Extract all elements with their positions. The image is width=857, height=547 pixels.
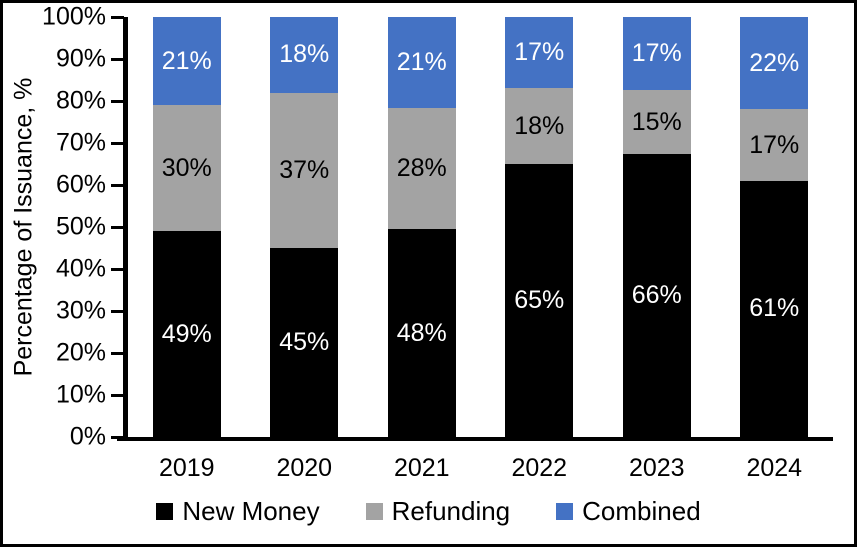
bar-2020: 18% 37% 45%: [270, 17, 339, 437]
y-axis-tick-mark: [111, 393, 124, 397]
y-axis-tick-label: 20%: [55, 338, 106, 367]
x-axis-label-2019: 2019: [158, 454, 215, 482]
y-axis-line: [123, 17, 128, 441]
data-label: 49%: [161, 319, 212, 348]
bar-segment-combined-2019: 21%: [152, 17, 221, 106]
x-axis-label-2020: 2020: [276, 454, 333, 482]
y-axis-tick-label: 60%: [55, 170, 106, 199]
y-axis-tick-label: 0%: [69, 422, 106, 451]
bar-segment-combined-2023: 17%: [622, 17, 691, 90]
y-axis-tick-label: 50%: [55, 212, 106, 241]
data-label: 18%: [514, 111, 565, 140]
legend-swatch-combined: [556, 502, 574, 520]
y-axis-tick-label: 80%: [55, 86, 106, 115]
y-axis-tick-label: 100%: [42, 2, 106, 31]
bar-segment-combined-2024: 22%: [740, 17, 809, 110]
y-axis-tick-label: 10%: [55, 380, 106, 409]
bar-slot-2024: 22% 17% 61%: [716, 17, 834, 437]
bar-segment-combined-2022: 17%: [505, 17, 574, 89]
bar-segment-refunding-2021: 28%: [387, 107, 456, 230]
bar-segment-refunding-2023: 15%: [622, 89, 691, 155]
data-label: 61%: [749, 294, 800, 323]
bar-slot-2021: 21% 28% 48%: [363, 17, 481, 437]
data-label: 15%: [631, 107, 682, 136]
x-axis-label-2024: 2024: [746, 454, 803, 482]
x-axis-label-2023: 2023: [628, 454, 685, 482]
bar-segment-new-money-2024: 61%: [740, 180, 809, 437]
bar-slot-2020: 18% 37% 45%: [246, 17, 364, 437]
legend-label-new-money: New Money: [182, 495, 320, 526]
data-label: 48%: [396, 318, 447, 347]
x-axis-labels: 2019 2020 2021 2022 2023 2024: [128, 454, 833, 483]
data-label: 17%: [514, 38, 565, 67]
y-axis-tick-mark: [111, 309, 124, 313]
bar-segment-new-money-2020: 45%: [270, 248, 339, 437]
bar-2023: 17% 15% 66%: [622, 17, 691, 437]
bar-2021: 21% 28% 48%: [387, 17, 456, 437]
data-label: 18%: [279, 40, 330, 69]
bar-segment-new-money-2023: 66%: [622, 154, 691, 437]
data-label: 28%: [396, 154, 447, 183]
y-axis-tick-mark: [111, 435, 124, 439]
legend-label-combined: Combined: [582, 495, 701, 526]
data-label: 17%: [631, 38, 682, 67]
bar-slot-2022: 17% 18% 65%: [481, 17, 599, 437]
y-axis-tick-mark: [111, 225, 124, 229]
y-axis-tick-mark: [111, 57, 124, 61]
data-label: 37%: [279, 155, 330, 184]
legend-item-combined: Combined: [556, 496, 701, 527]
y-axis-tick-mark: [111, 183, 124, 187]
data-label: 45%: [279, 328, 330, 356]
y-axis-tick-mark: [111, 141, 124, 145]
data-label: 65%: [514, 286, 565, 314]
data-label: 66%: [631, 281, 682, 310]
y-axis-tick-mark: [111, 15, 124, 19]
bar-segment-new-money-2021: 48%: [387, 229, 456, 437]
bar-2022: 17% 18% 65%: [505, 17, 574, 437]
x-axis-label-2021: 2021: [393, 454, 450, 482]
bar-segment-combined-2020: 18%: [270, 17, 339, 93]
y-axis-tick-label: 70%: [55, 128, 106, 157]
legend-item-new-money: New Money: [156, 495, 320, 527]
legend-item-refunding: Refunding: [365, 495, 511, 527]
legend: New Money Refunding Combined: [3, 495, 854, 527]
bar-segment-new-money-2022: 65%: [505, 164, 574, 437]
data-label: 21%: [396, 47, 447, 76]
y-axis-tick-label: 90%: [55, 44, 106, 73]
bar-segment-refunding-2022: 18%: [505, 88, 574, 164]
y-axis-tick-label: 40%: [55, 254, 106, 283]
data-label: 22%: [749, 48, 800, 77]
bar-segment-new-money-2019: 49%: [152, 231, 221, 437]
legend-swatch-new-money: [156, 502, 174, 520]
y-axis-tick-mark: [111, 351, 124, 355]
data-label: 17%: [749, 130, 800, 159]
data-label: 30%: [161, 153, 212, 182]
plot-area: 21% 30% 49% 18% 37% 45% 21% 28% 48% 17% 18% 65% 17% 1…: [128, 17, 833, 437]
y-axis-tick-mark: [111, 267, 124, 271]
bar-2019: 21% 30% 49%: [152, 17, 221, 437]
y-axis-tick-mark: [111, 99, 124, 103]
bar-segment-refunding-2019: 30%: [152, 105, 221, 232]
bar-2024: 22% 17% 61%: [740, 17, 809, 437]
bar-segment-refunding-2024: 17%: [740, 109, 809, 181]
bar-segment-combined-2021: 21%: [387, 17, 456, 108]
data-label: 21%: [161, 46, 212, 75]
bar-slot-2023: 17% 15% 66%: [598, 17, 716, 437]
legend-label-refunding: Refunding: [391, 495, 511, 526]
x-axis-label-2022: 2022: [511, 454, 568, 482]
legend-swatch-refunding: [365, 502, 383, 520]
bar-segment-refunding-2020: 37%: [270, 92, 339, 248]
bar-slot-2019: 21% 30% 49%: [128, 17, 246, 437]
y-axis-tick-label: 30%: [55, 296, 106, 325]
x-axis-line: [117, 437, 833, 441]
